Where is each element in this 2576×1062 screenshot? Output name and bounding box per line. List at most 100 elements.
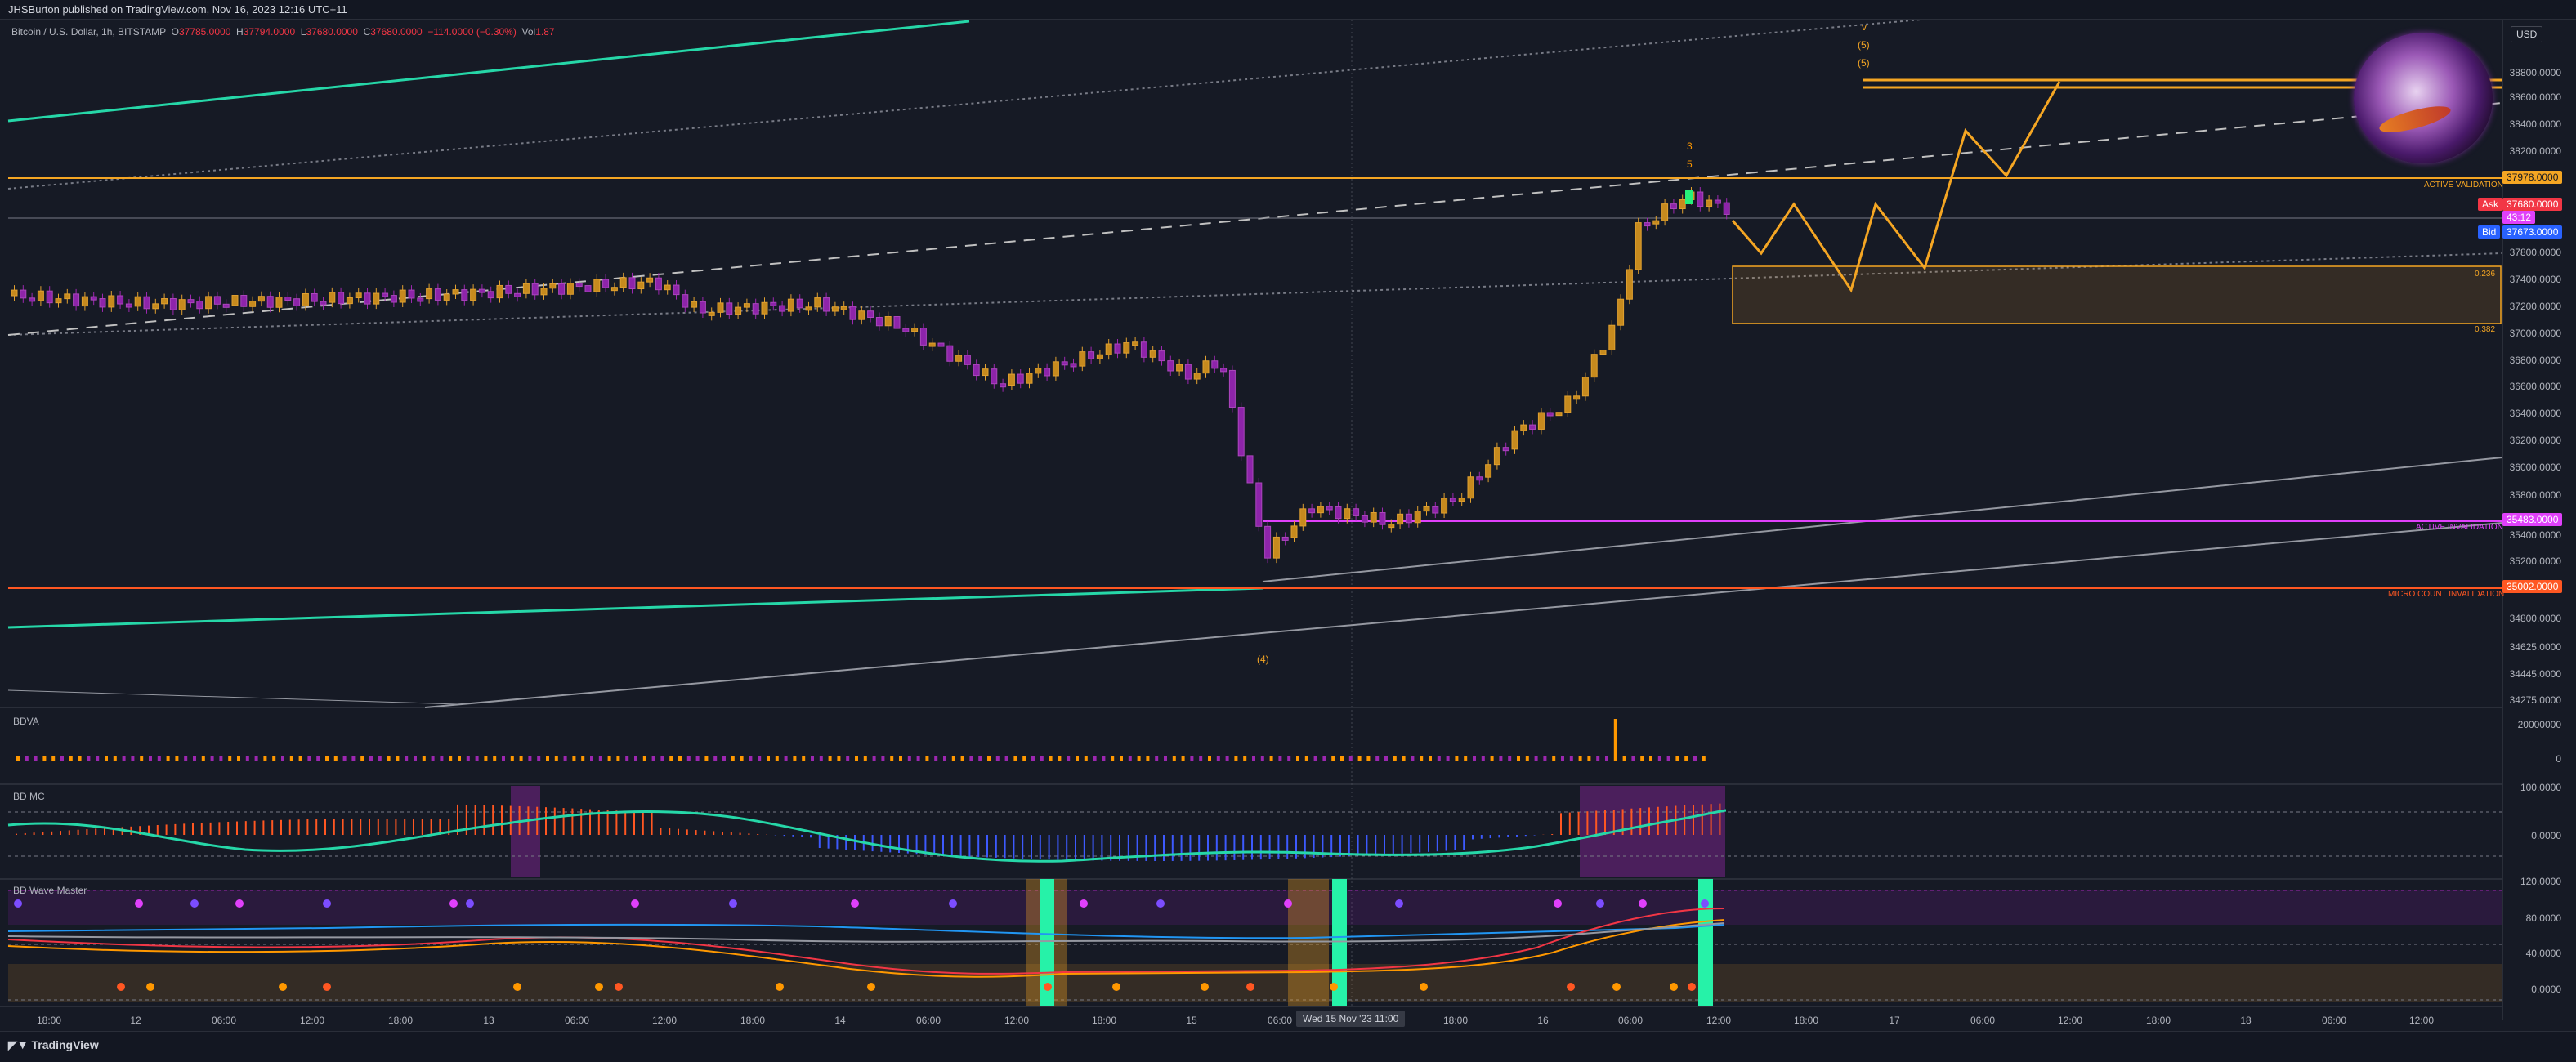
wave-dot xyxy=(1567,983,1575,991)
time-label: 06:00 xyxy=(1617,1015,1644,1026)
bdva-marker xyxy=(881,756,885,761)
candle xyxy=(1096,354,1103,359)
candle xyxy=(240,295,248,307)
wave-dot xyxy=(631,899,639,908)
bdva-marker xyxy=(1128,756,1132,761)
badge-ask: 37680.0000 xyxy=(2502,198,2563,211)
bdva-marker xyxy=(51,756,56,761)
wave-teal-band-3 xyxy=(1698,879,1713,1006)
candle xyxy=(752,303,759,315)
bdva-marker xyxy=(175,756,179,761)
time-label: 12:00 xyxy=(2057,1015,2083,1026)
candle xyxy=(558,283,566,295)
time-axis[interactable] xyxy=(0,1006,2502,1031)
bdva-marker xyxy=(1473,756,1476,761)
candle xyxy=(937,342,945,347)
candle xyxy=(338,292,345,305)
bdva-marker xyxy=(740,756,744,761)
candle xyxy=(1000,383,1007,388)
bdva-marker xyxy=(1093,756,1097,761)
candle xyxy=(964,355,971,365)
candle xyxy=(699,301,706,314)
bdva-marker xyxy=(396,756,400,761)
price-tick: 37200.0000 xyxy=(2509,301,2561,312)
label-wave-4: (4) xyxy=(1257,654,1269,665)
bdva-marker xyxy=(60,756,64,761)
candle xyxy=(796,298,803,309)
candle xyxy=(779,305,786,312)
bdva-marker xyxy=(493,756,497,761)
bdva-marker xyxy=(325,756,329,761)
time-label: 18:00 xyxy=(1091,1015,1117,1026)
bdva-marker xyxy=(360,756,364,761)
candle xyxy=(1114,343,1121,354)
candle xyxy=(1158,350,1165,362)
candle xyxy=(770,301,777,306)
candle xyxy=(831,306,839,312)
candle xyxy=(928,342,936,347)
wave-dot xyxy=(1284,899,1292,908)
wave-dot xyxy=(513,983,521,991)
price-candles xyxy=(11,187,1730,564)
candle xyxy=(1061,361,1068,366)
teal-channel-bottom xyxy=(7,587,1263,629)
candle xyxy=(1458,498,1465,502)
bdva-marker xyxy=(1172,756,1176,761)
dotted-upper xyxy=(7,20,1921,190)
wave-dot xyxy=(729,899,737,908)
bdva-marker xyxy=(625,756,629,761)
bdva-marker xyxy=(1260,756,1264,761)
bdva-marker xyxy=(775,756,779,761)
price-tick: 35400.0000 xyxy=(2509,529,2561,541)
bdva-marker xyxy=(87,756,91,761)
highlight-candle xyxy=(1685,190,1693,204)
bdva-marker xyxy=(1013,756,1017,761)
time-label: 18:00 xyxy=(2145,1015,2171,1026)
bdva-marker xyxy=(113,756,117,761)
wave-dot xyxy=(1246,983,1254,991)
candle xyxy=(1308,508,1316,514)
price-tick: 34625.0000 xyxy=(2509,641,2561,653)
bdva-marker xyxy=(1587,756,1591,761)
wave-dot xyxy=(323,983,331,991)
wave-dot xyxy=(14,899,22,908)
bdva-marker xyxy=(210,756,214,761)
bdva-marker xyxy=(846,756,850,761)
candle xyxy=(1388,524,1395,529)
label-wave-5b: 5 xyxy=(1687,158,1693,170)
wave-dot xyxy=(135,899,143,908)
wave-dot xyxy=(449,899,458,908)
candle xyxy=(1564,395,1572,413)
price-tick: 38600.0000 xyxy=(2509,91,2561,103)
bdva-marker xyxy=(1155,756,1159,761)
bdva-marker xyxy=(1375,756,1380,761)
candle xyxy=(143,296,150,310)
bdva-marker xyxy=(669,756,673,761)
bdva-marker xyxy=(731,756,735,761)
currency-selector[interactable]: USD xyxy=(2511,26,2543,42)
bdva-marker xyxy=(25,756,29,761)
candle xyxy=(946,345,954,362)
label-fib-382: 0.382 xyxy=(2475,325,2496,334)
bdva-marker xyxy=(1287,756,1291,761)
candle xyxy=(443,293,450,301)
bdva-marker xyxy=(263,756,267,761)
legend-open: 37785.0000 xyxy=(178,26,231,38)
candle xyxy=(1326,506,1333,511)
bdva-marker xyxy=(1534,756,1538,761)
tradingview-logo[interactable]: ◤▼ TradingView xyxy=(8,1038,99,1051)
bdva-marker xyxy=(695,756,700,761)
wave-dot xyxy=(595,983,603,991)
wave-orange-band-2 xyxy=(1288,879,1329,1006)
price-tick: 38800.0000 xyxy=(2509,67,2561,78)
candle xyxy=(99,298,106,308)
time-label: 13 xyxy=(483,1015,494,1026)
bdva-marker xyxy=(1693,756,1697,761)
candle xyxy=(452,289,459,295)
bdva-marker xyxy=(934,756,938,761)
bdva-tick-zero: 0 xyxy=(2556,753,2561,765)
candle xyxy=(257,296,265,302)
bdva-marker xyxy=(166,756,170,761)
wave-dot xyxy=(235,899,244,908)
chart-canvas[interactable] xyxy=(0,20,2502,1006)
